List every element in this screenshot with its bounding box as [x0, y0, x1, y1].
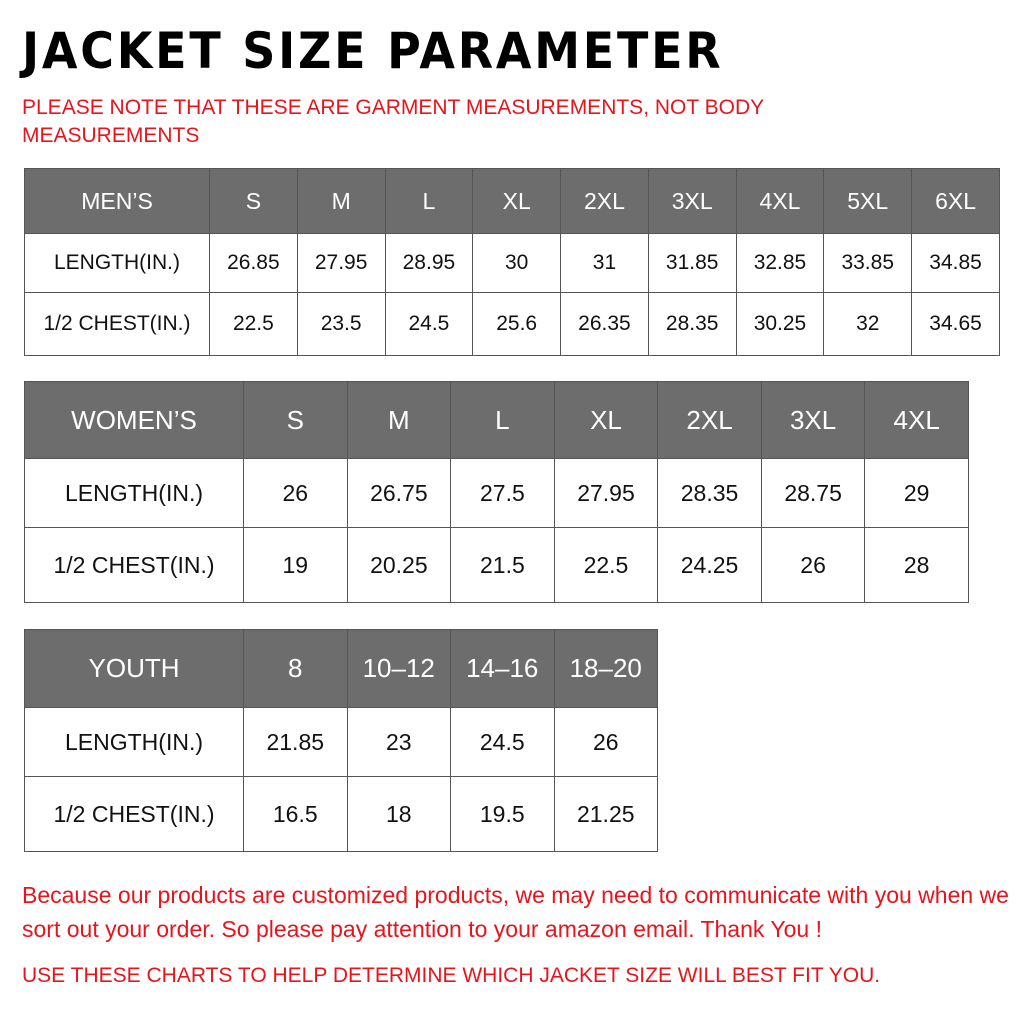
garment-measurement-note: PLEASE NOTE THAT THESE ARE GARMENT MEASU… — [22, 96, 764, 147]
category-header: YOUTH — [24, 629, 244, 708]
measurement-cell: 18 — [346, 776, 451, 852]
measurement-cell: 33.85 — [823, 233, 913, 293]
table-header-row: MEN’S S M L XL 2XL 3XL 4XL 5XL 6XL — [24, 168, 1000, 234]
measurement-cell: 29 — [864, 458, 969, 528]
measurement-cell: 28.35 — [657, 458, 762, 528]
measurement-cell: 26.75 — [346, 458, 452, 528]
size-header: 18–20 — [553, 629, 658, 708]
row-label: 1/2 CHEST(IN.) — [24, 776, 244, 852]
measurement-cell: 28.35 — [647, 292, 737, 356]
measurement-cell: 16.5 — [243, 776, 348, 852]
measurement-cell: 26.85 — [209, 233, 298, 293]
table-row: 1/2 CHEST(IN.) 19 20.25 21.5 22.5 24.25 26 28 — [24, 527, 969, 603]
category-header: WOMEN’S — [24, 381, 244, 459]
size-header: 3XL — [760, 381, 866, 459]
measurement-cell: 31 — [560, 233, 649, 293]
size-header: 4XL — [864, 381, 969, 459]
size-advice: USE THESE CHARTS TO HELP DETERMINE WHICH… — [22, 964, 881, 987]
size-header: 8 — [243, 629, 348, 708]
table-row: LENGTH(IN.) 26 26.75 27.5 27.95 28.35 28.75 29 — [24, 458, 969, 528]
size-header: 4XL — [735, 168, 825, 234]
measurement-cell: 23 — [346, 707, 451, 777]
size-header: M — [346, 381, 452, 459]
measurement-cell: 21.5 — [450, 527, 555, 603]
size-header: 14–16 — [450, 629, 555, 708]
measurement-cell: 34.65 — [911, 292, 1000, 356]
womens-size-table: WOMEN’S S M L XL 2XL 3XL 4XL LENGTH(IN.) 26 26.75 2… — [24, 381, 969, 603]
measurement-cell: 31.85 — [647, 233, 737, 293]
size-header: 2XL — [657, 381, 762, 459]
size-header: 2XL — [560, 168, 649, 234]
row-label: 1/2 CHEST(IN.) — [24, 527, 244, 603]
table-row: LENGTH(IN.) 21.85 23 24.5 26 — [24, 707, 658, 777]
measurement-cell: 23.5 — [296, 292, 386, 356]
measurement-cell: 19 — [243, 527, 348, 603]
measurement-cell: 32 — [823, 292, 913, 356]
mens-size-table: MEN’S S M L XL 2XL 3XL 4XL 5XL 6XL LENGTH(IN.) 26.8… — [24, 168, 1000, 356]
youth-size-table: YOUTH 8 10–12 14–16 18–20 LENGTH(IN.) 21.85 23 2… — [24, 629, 658, 852]
row-label: LENGTH(IN.) — [24, 458, 244, 528]
measurement-cell: 22.5 — [209, 292, 298, 356]
size-header: 10–12 — [346, 629, 451, 708]
table-row: 1/2 CHEST(IN.) 22.5 23.5 24.5 25.6 26.35 28.35… — [24, 292, 1000, 356]
size-header: L — [384, 168, 474, 234]
size-header: XL — [553, 381, 659, 459]
table-row: LENGTH(IN.) 26.85 27.95 28.95 30 31 31.85 32.85… — [24, 233, 1000, 293]
measurement-cell: 28 — [864, 527, 969, 603]
measurement-cell: 25.6 — [472, 292, 562, 356]
size-header: L — [450, 381, 555, 459]
measurement-cell: 21.85 — [243, 707, 348, 777]
measurement-cell: 34.85 — [911, 233, 1000, 293]
measurement-cell: 26.35 — [560, 292, 649, 356]
measurement-cell: 26 — [243, 458, 348, 528]
table-header-row: WOMEN’S S M L XL 2XL 3XL 4XL — [24, 381, 969, 459]
measurement-cell: 26 — [760, 527, 866, 603]
size-header: M — [296, 168, 386, 234]
measurement-cell: 24.5 — [384, 292, 474, 356]
measurement-cell: 26 — [553, 707, 658, 777]
category-header: MEN’S — [24, 168, 210, 234]
row-label: 1/2 CHEST(IN.) — [24, 292, 210, 356]
measurement-cell: 30.25 — [735, 292, 825, 356]
size-header: 5XL — [823, 168, 913, 234]
measurement-cell: 22.5 — [553, 527, 659, 603]
measurement-cell: 27.95 — [296, 233, 386, 293]
measurement-cell: 19.5 — [450, 776, 555, 852]
table-row: 1/2 CHEST(IN.) 16.5 18 19.5 21.25 — [24, 776, 658, 852]
measurement-cell: 27.95 — [553, 458, 659, 528]
customization-message: Because our products are customized prod… — [22, 882, 1009, 942]
page-title: JACKET SIZE PARAMETER — [22, 22, 724, 80]
size-header: S — [243, 381, 348, 459]
size-header: 3XL — [647, 168, 737, 234]
measurement-cell: 20.25 — [346, 527, 452, 603]
measurement-cell: 32.85 — [735, 233, 825, 293]
measurement-cell: 28.95 — [384, 233, 474, 293]
size-header: XL — [472, 168, 562, 234]
measurement-cell: 24.25 — [657, 527, 762, 603]
measurement-cell: 28.75 — [760, 458, 866, 528]
row-label: LENGTH(IN.) — [24, 707, 244, 777]
size-header: S — [209, 168, 298, 234]
measurement-cell: 21.25 — [553, 776, 658, 852]
table-header-row: YOUTH 8 10–12 14–16 18–20 — [24, 629, 658, 708]
size-header: 6XL — [911, 168, 1000, 234]
measurement-cell: 24.5 — [450, 707, 555, 777]
row-label: LENGTH(IN.) — [24, 233, 210, 293]
measurement-cell: 30 — [472, 233, 562, 293]
measurement-cell: 27.5 — [450, 458, 555, 528]
